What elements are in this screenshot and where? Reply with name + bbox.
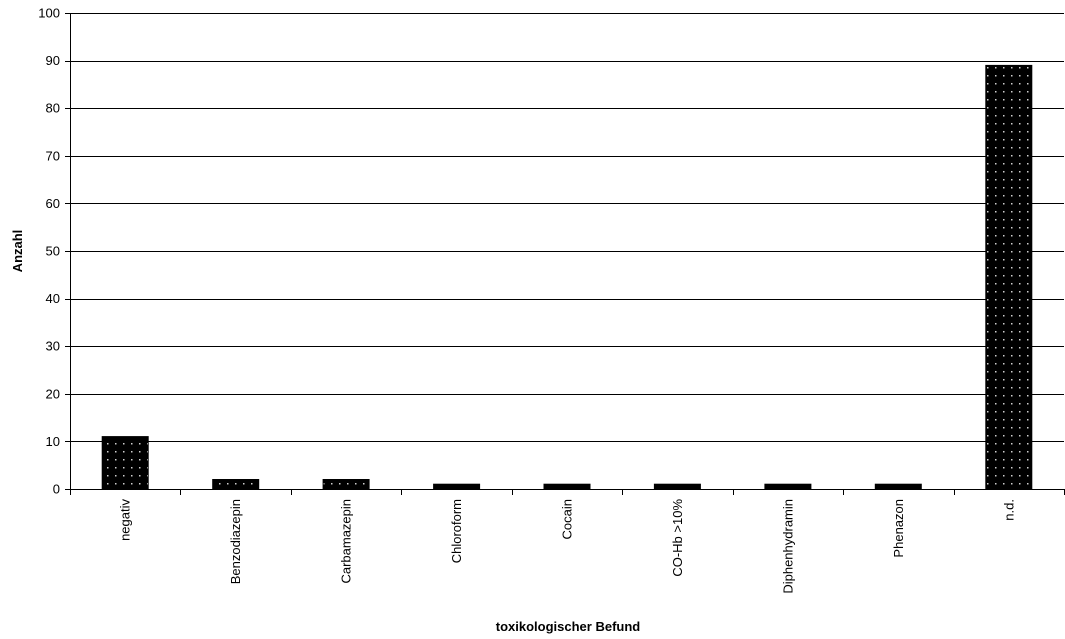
bar: [433, 483, 481, 490]
bars: [101, 64, 1033, 490]
x-tick-label: CO-Hb >10%: [670, 499, 685, 577]
bar: [874, 483, 922, 490]
x-tick-labels: negativ Benzodiazepin Carbamazepin Chlorofo…: [118, 499, 1017, 594]
x-tick-label: Chloroform: [449, 499, 464, 563]
y-tick-label: 80: [46, 101, 60, 116]
y-tick-label: 40: [46, 291, 60, 306]
gridlines: [70, 13, 1064, 442]
y-tick-label: 10: [46, 434, 60, 449]
bar: [985, 64, 1033, 490]
x-tick-label: n.d.: [1001, 499, 1016, 521]
y-tick-label: 60: [46, 196, 60, 211]
y-tick-label: 50: [46, 244, 60, 259]
x-tick-label: Diphenhydramin: [780, 499, 795, 594]
x-axis-title: toxikologischer Befund: [496, 619, 641, 634]
y-tick-label: 30: [46, 339, 60, 354]
bar: [101, 436, 149, 490]
bar: [653, 483, 701, 490]
x-tick-label: Phenazon: [891, 499, 906, 558]
bar: [322, 479, 370, 490]
bar: [212, 479, 260, 490]
y-tick-label: 70: [46, 148, 60, 163]
x-tick-label: Benzodiazepin: [228, 499, 243, 584]
x-tick-label: Cocain: [560, 499, 575, 539]
bar: [764, 483, 812, 490]
y-tick-label: 20: [46, 386, 60, 401]
x-tick-label: Carbamazepin: [339, 499, 354, 584]
y-tick-label: 90: [46, 53, 60, 68]
y-tick-labels: 0 10 20 30 40 50 60 70 80 90 100: [38, 6, 60, 497]
y-tick-label: 100: [38, 6, 60, 21]
y-axis-title: Anzahl: [10, 230, 25, 273]
axes: [65, 13, 1065, 495]
bar: [543, 483, 591, 490]
y-tick-label: 0: [53, 482, 60, 497]
x-tick-label: negativ: [118, 499, 133, 541]
